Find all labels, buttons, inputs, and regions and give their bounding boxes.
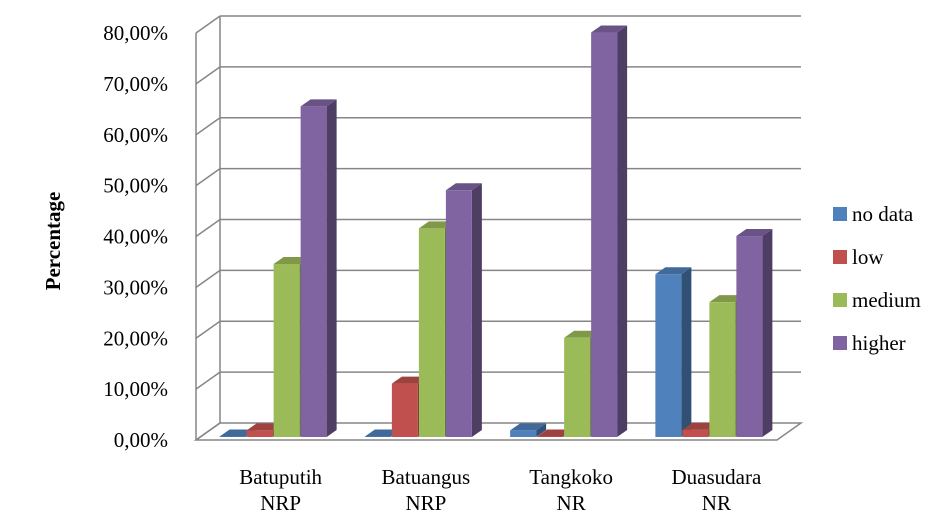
bar-front xyxy=(655,274,682,437)
legend-label: no data xyxy=(852,202,914,226)
bar-top xyxy=(655,267,692,275)
bar-front xyxy=(736,236,763,437)
legend-swatch xyxy=(833,250,847,264)
bar-top xyxy=(510,423,547,431)
x-tick-label: Tangkoko NR xyxy=(529,465,613,515)
bar-front xyxy=(510,430,537,437)
bar xyxy=(445,183,482,437)
y-tick-label: 70,00% xyxy=(103,72,168,96)
legend-item: medium xyxy=(833,288,921,312)
bar-side xyxy=(471,183,482,437)
bar-front xyxy=(300,106,327,437)
bar-top xyxy=(445,183,482,191)
gridline-side xyxy=(195,15,221,34)
bar-top xyxy=(591,25,628,33)
bar-front xyxy=(709,302,736,437)
x-tick-label: Duasudara NR xyxy=(671,465,761,515)
bar-front xyxy=(537,436,564,437)
bar-side xyxy=(536,423,547,437)
gridline-side xyxy=(195,422,221,441)
gridline-side xyxy=(195,320,221,339)
bar-front xyxy=(418,228,445,437)
gridline-side xyxy=(195,371,221,390)
legend: no data low medium higher xyxy=(833,202,921,355)
bar-front xyxy=(591,32,618,437)
bar-front xyxy=(564,337,591,437)
y-tick-label: 60,00% xyxy=(103,123,168,147)
bar-side xyxy=(617,25,628,437)
bar xyxy=(736,229,773,437)
y-tick-label: 40,00% xyxy=(103,225,168,249)
legend-label: low xyxy=(852,245,884,269)
legend-swatch xyxy=(833,207,847,221)
bar-front xyxy=(364,436,391,437)
bar-front xyxy=(246,430,273,437)
bar-front xyxy=(445,190,472,437)
x-tick-label: Batuputih NRP xyxy=(239,465,322,515)
bar-front xyxy=(273,264,300,437)
legend-label: higher xyxy=(852,331,906,355)
bar-side xyxy=(681,267,692,437)
bar xyxy=(591,25,628,437)
legend-item: higher xyxy=(833,331,906,355)
gridline-side xyxy=(195,168,221,187)
bar-side xyxy=(762,229,773,437)
x-axis-labels: Batuputih NRP Batuangus NRP Tangkoko NR Duasud… xyxy=(239,465,762,515)
gridline-side xyxy=(195,218,221,238)
bar xyxy=(300,99,337,437)
y-tick-label: 20,00% xyxy=(103,326,168,350)
y-tick-label: 30,00% xyxy=(103,275,168,299)
bar xyxy=(510,423,547,437)
legend-label: medium xyxy=(852,288,921,312)
bar-top xyxy=(300,99,337,107)
bar xyxy=(655,267,692,437)
y-axis-title: Percentage xyxy=(41,192,65,291)
legend-swatch xyxy=(833,336,847,350)
gridline-side xyxy=(195,269,221,288)
x-tick-label: Batuangus NRP xyxy=(382,465,471,515)
gridline-side xyxy=(195,66,221,85)
y-tick-label: 10,00% xyxy=(103,377,168,401)
bar-front xyxy=(219,436,246,437)
y-tick-label: 80,00% xyxy=(103,21,168,45)
legend-item: low xyxy=(833,245,884,269)
legend-swatch xyxy=(833,293,847,307)
y-axis-ticks: 0,00% 10,00% 20,00% 30,00% 40,00% 50,00% 60,00… xyxy=(103,21,168,452)
y-tick-label: 0,00% xyxy=(114,428,168,452)
bar-side xyxy=(326,99,337,437)
bar-top xyxy=(736,229,773,237)
bars xyxy=(219,25,773,437)
gridline-side xyxy=(195,117,221,136)
bar-front xyxy=(391,383,418,437)
y-tick-label: 50,00% xyxy=(103,174,168,198)
bar-front xyxy=(682,429,709,437)
legend-item: no data xyxy=(833,202,914,226)
